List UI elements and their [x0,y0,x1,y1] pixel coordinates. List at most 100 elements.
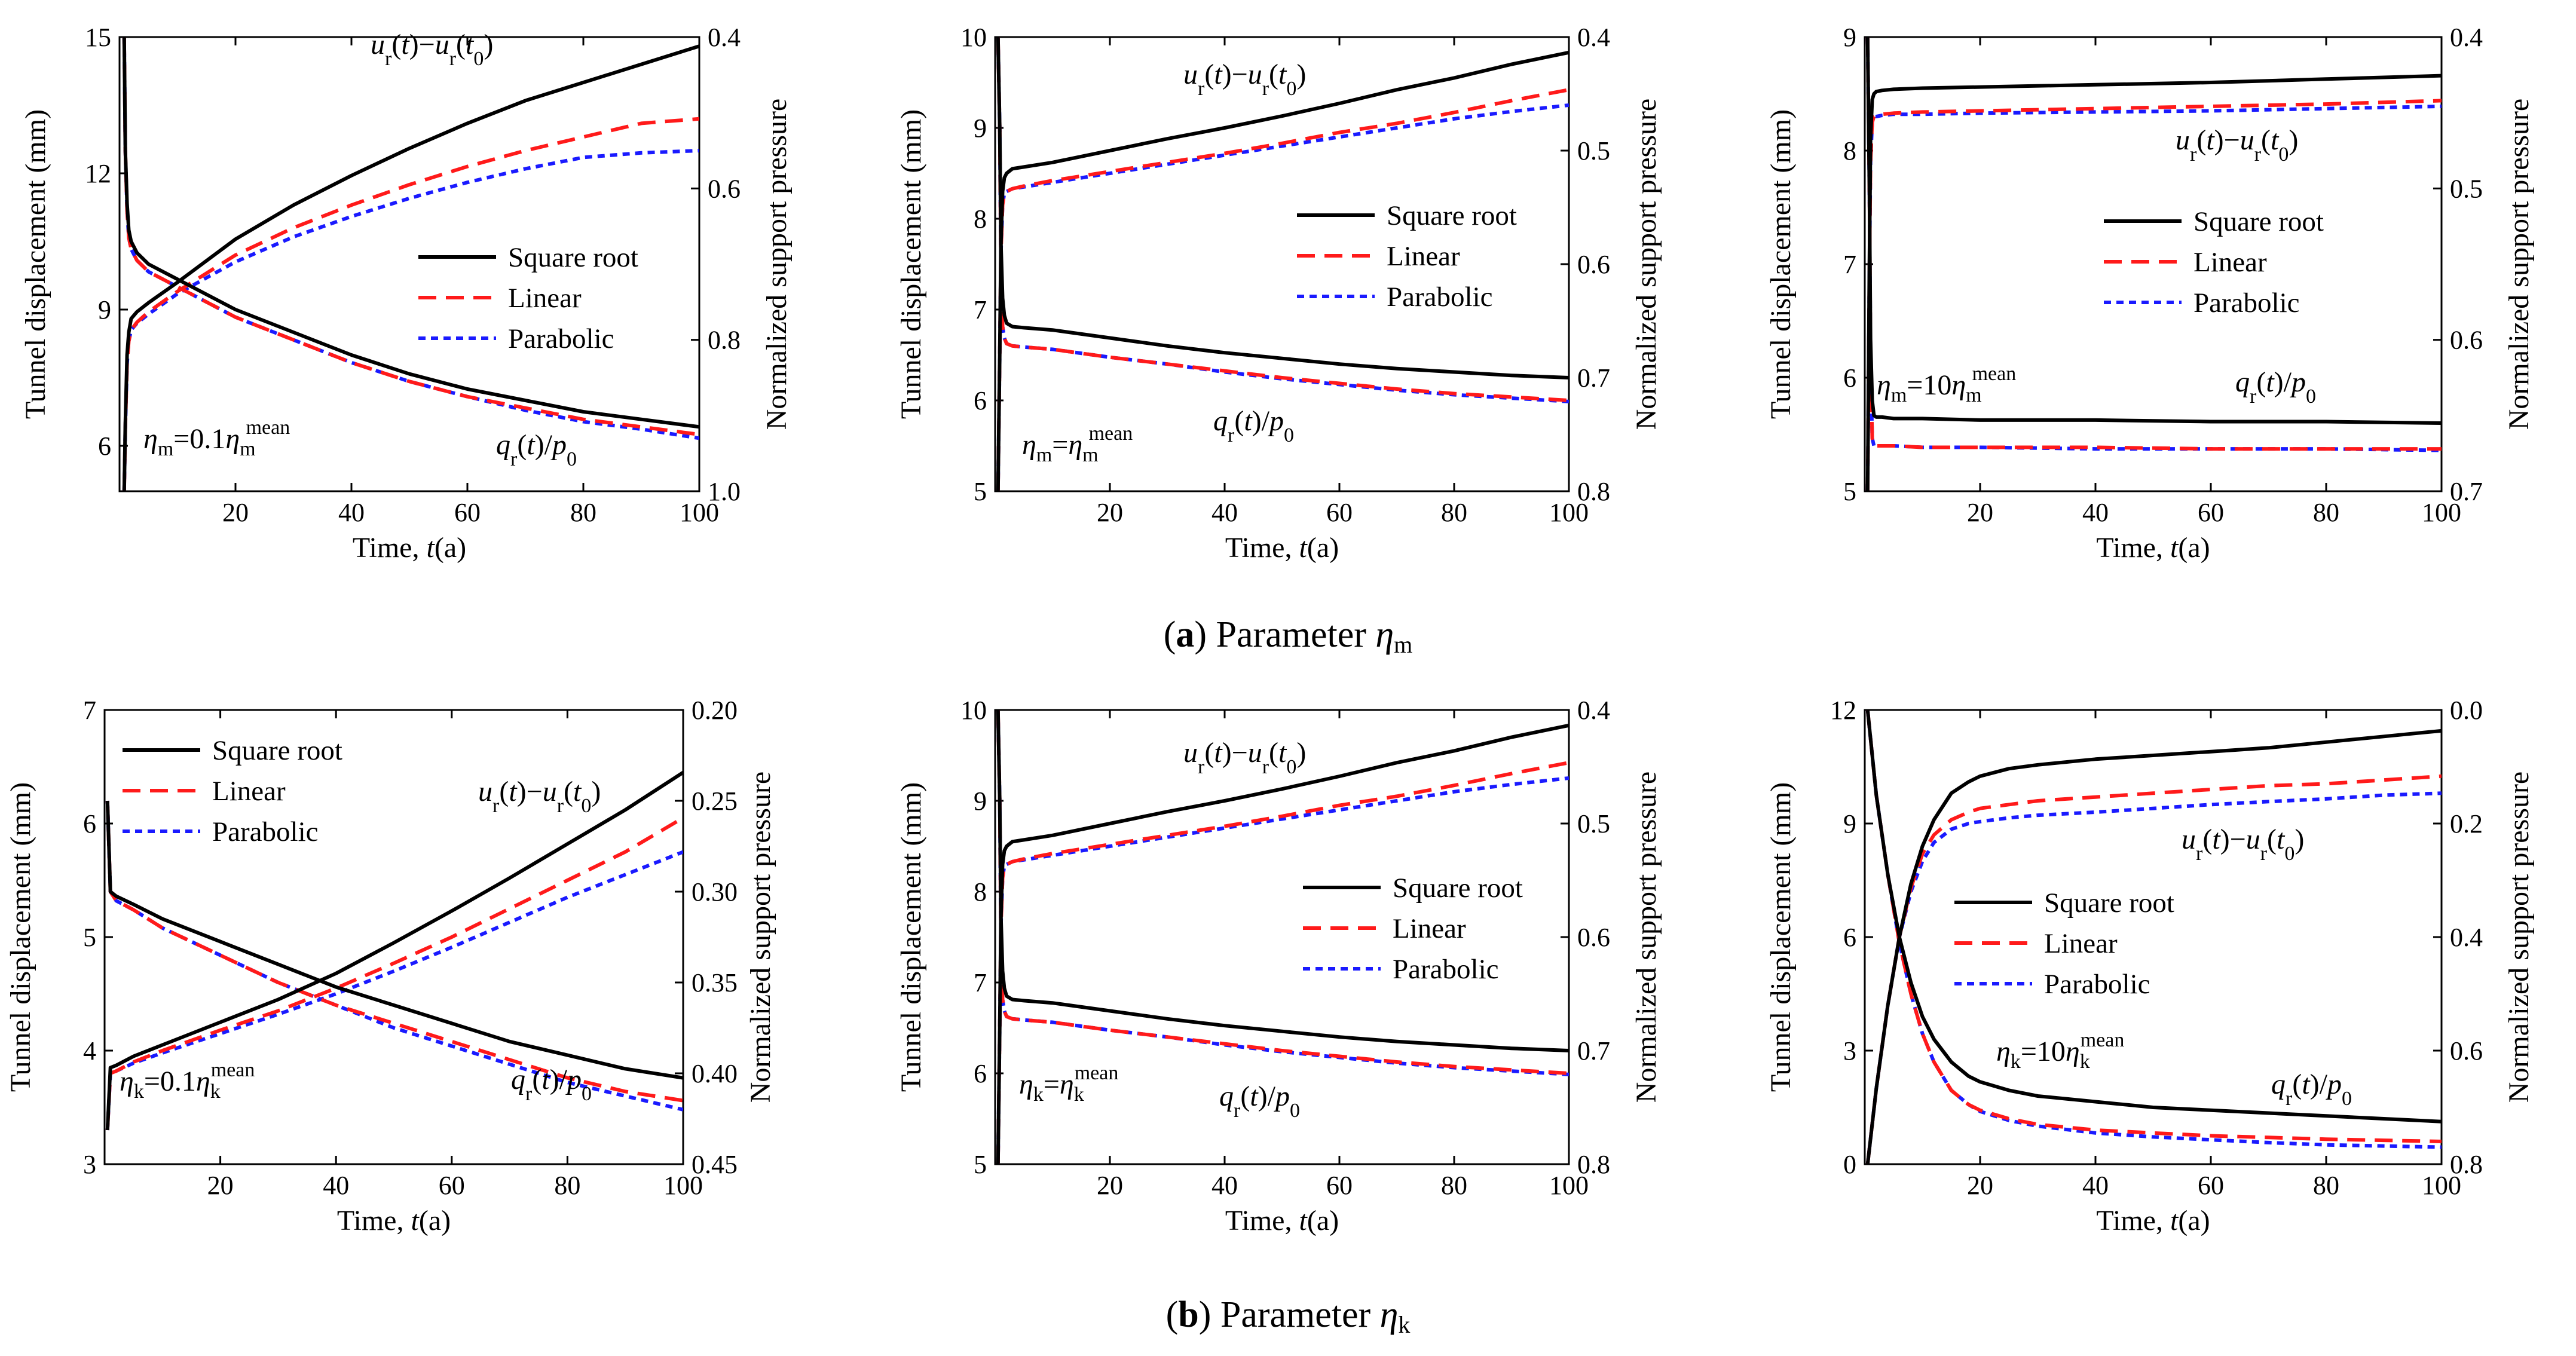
x-tick-label: 100 [663,1171,703,1200]
pressure-parabolic-line [1865,710,2442,1149]
pressure-square-root-line [1865,37,2442,425]
y2-tick-label: 0.8 [1577,1150,1610,1179]
y2-tick-label: 0.6 [2450,1036,2483,1066]
pressure-linear-line [1865,710,2442,1143]
y2-tick-label: 0.6 [2450,326,2483,355]
y-axis-label: Tunnel displacement (mm) [5,782,36,1092]
x-tick-label: 20 [1967,498,1993,527]
caption-a: (a) Parameter ηm [1164,614,1413,658]
chart-b3: 20 40 60 80 100 0 3 6 9 12 0.0 0.2 0.4 0.6 0.8 Time, t(… [1765,696,2535,1236]
y2-tick-label: 0.5 [1577,136,1610,166]
series-group [122,37,699,491]
y2-tick-label: 0.7 [1577,1036,1610,1066]
legend-label: Linear [2193,247,2267,278]
y-tick-label: 15 [85,23,111,52]
legend-label: Linear [1387,241,1460,272]
y-tick-label: 9 [974,786,987,816]
x-tick-label: 20 [222,498,249,527]
y-tick-label: 4 [83,1036,96,1066]
displacement-annotation: ur(t)−ur(t0) [1183,59,1306,100]
displacement-square-root-line [996,50,1569,491]
x-axis-label: Time, t(a) [1225,532,1339,564]
x-tick-label: 100 [1549,498,1589,527]
x-tick-label: 20 [1097,498,1123,527]
y2-tick-label: 1.0 [708,477,741,506]
y-axis-label: Tunnel displacement (mm) [895,109,927,419]
x-tick-label: 80 [2313,1171,2339,1200]
y-axis-label: Tunnel displacement (mm) [895,782,927,1092]
y2-tick-label: 0.8 [2450,1150,2483,1179]
x-axis-label: Time, t(a) [2096,1205,2210,1236]
series-group [996,37,1569,491]
y-tick-label: 7 [974,295,987,325]
pressure-square-root-line [996,37,1569,379]
legend: Square root Linear Parabolic [418,242,638,354]
x-axis-label: Time, t(a) [2096,532,2210,564]
parameter-annotation: ηk=ηkmean [1019,1062,1118,1106]
y2-tick-label: 0.7 [2450,477,2483,506]
x-tick-label: 20 [1097,1171,1123,1200]
x-tick-label: 60 [454,498,481,527]
legend-label: Linear [2044,928,2118,959]
y2-tick-label: 0.8 [708,326,741,355]
chart-a1: 20 40 60 80 100 6 9 12 15 0.4 0.6 0.8 1.0 Time, t(a) T… [20,23,793,564]
pressure-annotation: qr(t)/p0 [1219,1080,1300,1122]
parameter-annotation: ηm=0.1ηmmean [143,417,290,460]
pressure-square-root-line [1865,710,2442,1124]
pressure-linear-line [996,710,1569,1075]
y-tick-label: 10 [960,696,987,725]
chart-a3: 20 40 60 80 100 5 6 7 8 9 0.4 0.5 0.6 0.7 Time, t(a) Tu… [1765,23,2535,564]
pressure-linear-line [996,37,1569,402]
y-tick-label: 6 [83,809,96,838]
parameter-annotation: ηm=ηmmean [1022,423,1133,466]
y2-tick-label: 0.4 [2450,23,2483,52]
legend-label: Linear [1393,913,1466,944]
x-tick-label: 40 [323,1171,349,1200]
y-tick-label: 8 [974,877,987,907]
series-group [1865,710,2442,1164]
y-tick-label: 5 [83,923,96,952]
pressure-annotation: qr(t)/p0 [1213,405,1294,446]
pressure-linear-line [122,37,699,436]
legend: Square root Linear Parabolic [1303,873,1523,985]
displacement-parabolic-line [1865,104,2442,491]
y-tick-label: 9 [974,114,987,143]
y-tick-label: 0 [1843,1150,1856,1179]
x-tick-label: 100 [2422,498,2461,527]
x-tick-label: 60 [1326,1171,1353,1200]
y-tick-label: 5 [974,1150,987,1179]
legend-label: Square root [1393,873,1523,904]
y-tick-label: 9 [98,295,111,325]
y2-tick-label: 0.40 [692,1059,738,1088]
pressure-square-root-line [996,710,1569,1052]
legend: Square root Linear Parabolic [1954,887,2174,1000]
caption-b: (b) Parameter ηk [1166,1294,1411,1338]
x-tick-label: 20 [207,1171,234,1200]
y2-tick-label: 0.35 [692,968,738,997]
pressure-annotation: qr(t)/p0 [496,429,577,470]
legend-label: Linear [212,776,286,807]
x-tick-label: 40 [338,498,365,527]
displacement-annotation: ur(t)−ur(t0) [478,776,601,817]
pressure-parabolic-line [122,37,699,440]
y-tick-label: 7 [83,696,96,725]
y-tick-label: 6 [98,431,111,461]
y-tick-label: 8 [974,204,987,234]
y2-tick-label: 0.20 [692,696,738,725]
pressure-square-root-line [105,800,683,1080]
pressure-annotation: qr(t)/p0 [511,1064,592,1105]
legend: Square root Linear Parabolic [2104,206,2324,319]
pressure-annotation: qr(t)/p0 [2235,366,2316,408]
x-tick-label: 40 [1211,1171,1238,1200]
x-tick-label: 80 [1441,498,1467,527]
x-tick-label: 100 [1549,1171,1589,1200]
y-tick-label: 8 [1843,136,1856,166]
y-tick-label: 5 [1843,477,1856,506]
y2-tick-label: 0.4 [708,23,741,52]
displacement-annotation: ur(t)−ur(t0) [1183,737,1306,778]
legend-label: Square root [2044,887,2174,919]
y-tick-label: 7 [1843,250,1856,279]
legend: Square root Linear Parabolic [123,735,342,847]
plot-frame [118,36,700,492]
pressure-square-root-line [122,37,699,429]
